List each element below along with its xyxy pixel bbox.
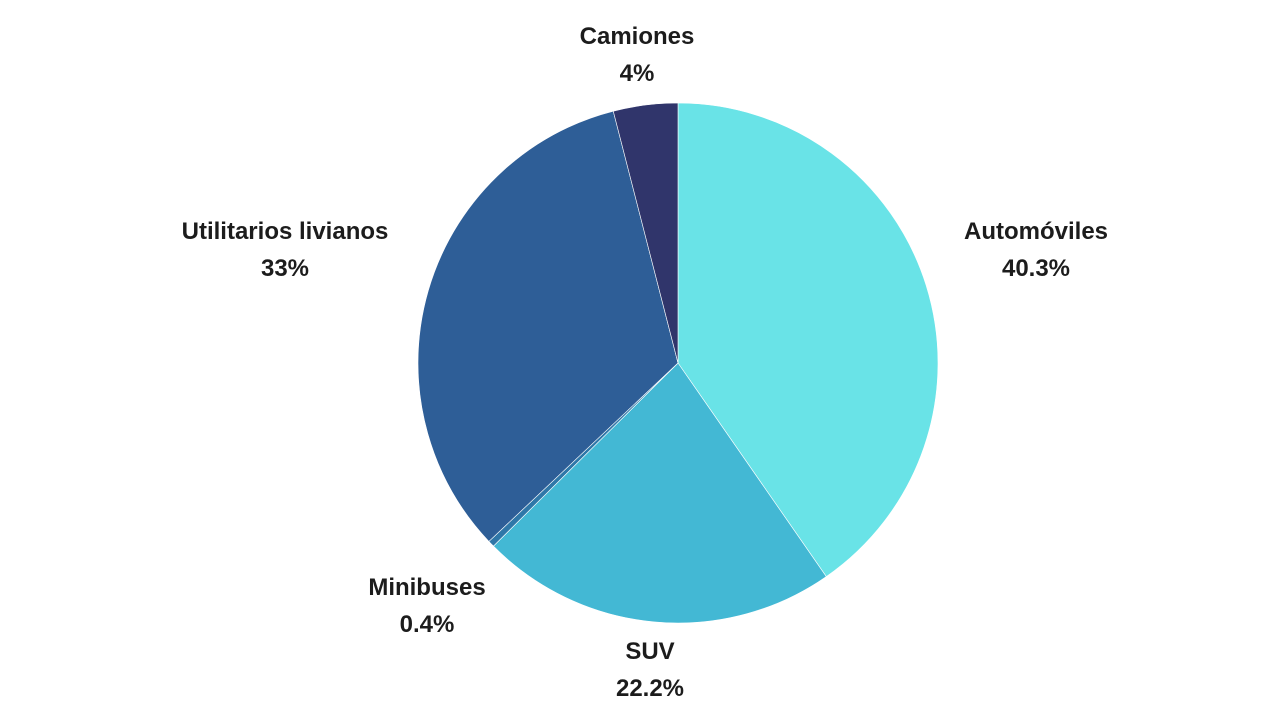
label-minibuses-value: 0.4% [399, 611, 455, 638]
label-utilitarios-livianos-name: Utilitarios livianos [181, 218, 389, 245]
label-automoviles-name: Automóviles [963, 218, 1109, 245]
slice-suv [493, 362, 827, 624]
label-suv-value: 22.2% [615, 675, 685, 702]
label-minibuses: Minibuses 0.4% [368, 569, 485, 643]
pie-slices [417, 102, 939, 624]
slice-automoviles [677, 102, 939, 577]
label-camiones-value: 4% [619, 60, 655, 87]
label-automoviles: Automóviles 40.3% [964, 213, 1108, 287]
label-camiones: Camiones 4% [580, 18, 695, 92]
slice-utilitarios-livianos [417, 110, 679, 542]
label-automoviles-value: 40.3% [1001, 255, 1071, 282]
label-camiones-name: Camiones [579, 23, 695, 50]
slice-camiones [612, 102, 679, 364]
label-minibuses-name: Minibuses [368, 574, 486, 601]
label-suv: SUV 22.2% [616, 633, 684, 707]
label-suv-name: SUV [625, 638, 675, 665]
label-utilitarios-livianos-value: 33% [260, 255, 310, 282]
label-utilitarios-livianos: Utilitarios livianos 33% [182, 213, 389, 287]
